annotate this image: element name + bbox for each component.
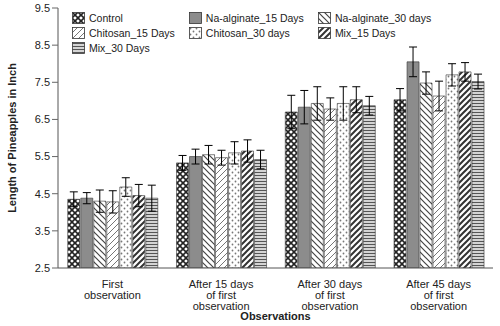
svg-text:4.5: 4.5: [35, 188, 50, 200]
html-text:Mix_15 Days: Mix_15 Days: [334, 27, 396, 39]
html-text:Na-alginate_30 days: Na-alginate_30 days: [334, 12, 432, 24]
html-text:Chitosan_30 days: Chitosan_30 days: [205, 27, 290, 39]
svg-text:Firstobservation: Firstobservation: [84, 278, 141, 301]
svg-text:7.5: 7.5: [35, 76, 50, 88]
svg-text:Length of Pineapples in Inch: Length of Pineapples in Inch: [8, 63, 18, 213]
svg-text:After 30 daysof firstobservati: After 30 daysof firstobservation: [297, 278, 362, 312]
html-text:Na-alginate_15 Days: Na-alginate_15 Days: [205, 12, 304, 24]
svg-text:9.5: 9.5: [35, 2, 50, 14]
svg-text:Observations: Observations: [240, 310, 310, 322]
svg-text:After 15 daysof firstobservati: After 15 daysof firstobservation: [189, 278, 254, 312]
html-text:Control: Control: [89, 12, 123, 24]
svg-text:2.5: 2.5: [35, 262, 50, 274]
svg-text:After 45 daysof firstobservati: After 45 daysof firstobservation: [406, 278, 471, 312]
svg-text:3.5: 3.5: [35, 225, 50, 237]
svg-text:8.5: 8.5: [35, 39, 50, 51]
html-text:Mix_30 Days: Mix_30 Days: [89, 42, 150, 54]
svg-text:5.5: 5.5: [35, 150, 50, 162]
svg-text:6.5: 6.5: [35, 113, 50, 125]
html-text:Chitosan_15 Days: Chitosan_15 Days: [89, 27, 175, 39]
